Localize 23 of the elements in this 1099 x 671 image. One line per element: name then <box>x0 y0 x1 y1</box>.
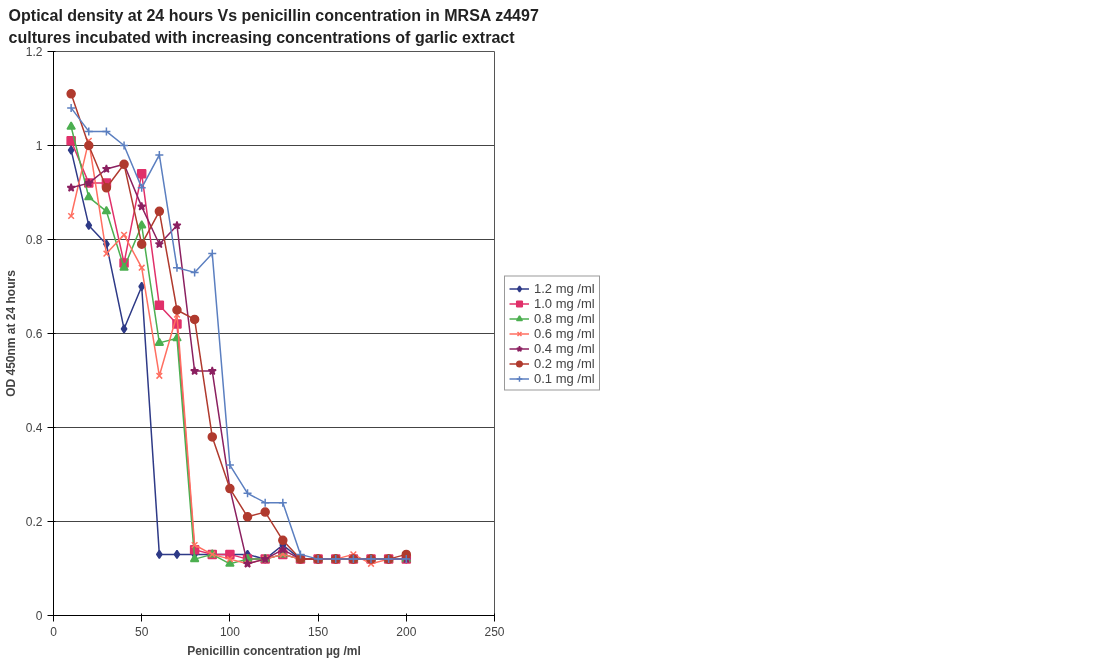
legend-label: 0.6 mg /ml <box>534 325 595 341</box>
legend-label: 1.2 mg /ml <box>534 280 595 296</box>
y-tick-label: 0.8 <box>25 233 43 247</box>
y-tick-label: 1 <box>35 139 43 153</box>
x-tick-label: 200 <box>396 624 417 639</box>
legend-label: 0.2 mg /ml <box>534 355 595 371</box>
chart-title: Optical density at 24 hours Vs penicillin concentration in MRSA z4497 cultures incubated with increasing concentrations of garlic extract <box>8 7 539 47</box>
y-tick-label: 0.6 <box>25 327 43 341</box>
legend-label: 1.0 mg /ml <box>534 295 595 311</box>
y-tick-label: 0.4 <box>25 421 43 435</box>
x-tick-label: 100 <box>219 624 241 639</box>
x-tick-label: 50 <box>135 624 149 639</box>
y-tick-label: 1.2 <box>25 45 43 59</box>
y-axis-title: OD 450nm at 24 hours <box>3 269 18 397</box>
y-tick-label: 0.2 <box>25 515 43 529</box>
x-tick-label: 0 <box>50 624 58 639</box>
x-tick-label: 250 <box>484 624 505 639</box>
x-axis-title: Penicillin concentration µg /ml <box>187 643 361 658</box>
y-tick-label: 0 <box>35 609 43 623</box>
legend-label: 0.4 mg /ml <box>534 340 595 356</box>
legend-label: 0.8 mg /ml <box>534 310 595 326</box>
x-tick-label: 150 <box>308 624 329 639</box>
legend-label: 0.1 mg /ml <box>534 370 595 386</box>
